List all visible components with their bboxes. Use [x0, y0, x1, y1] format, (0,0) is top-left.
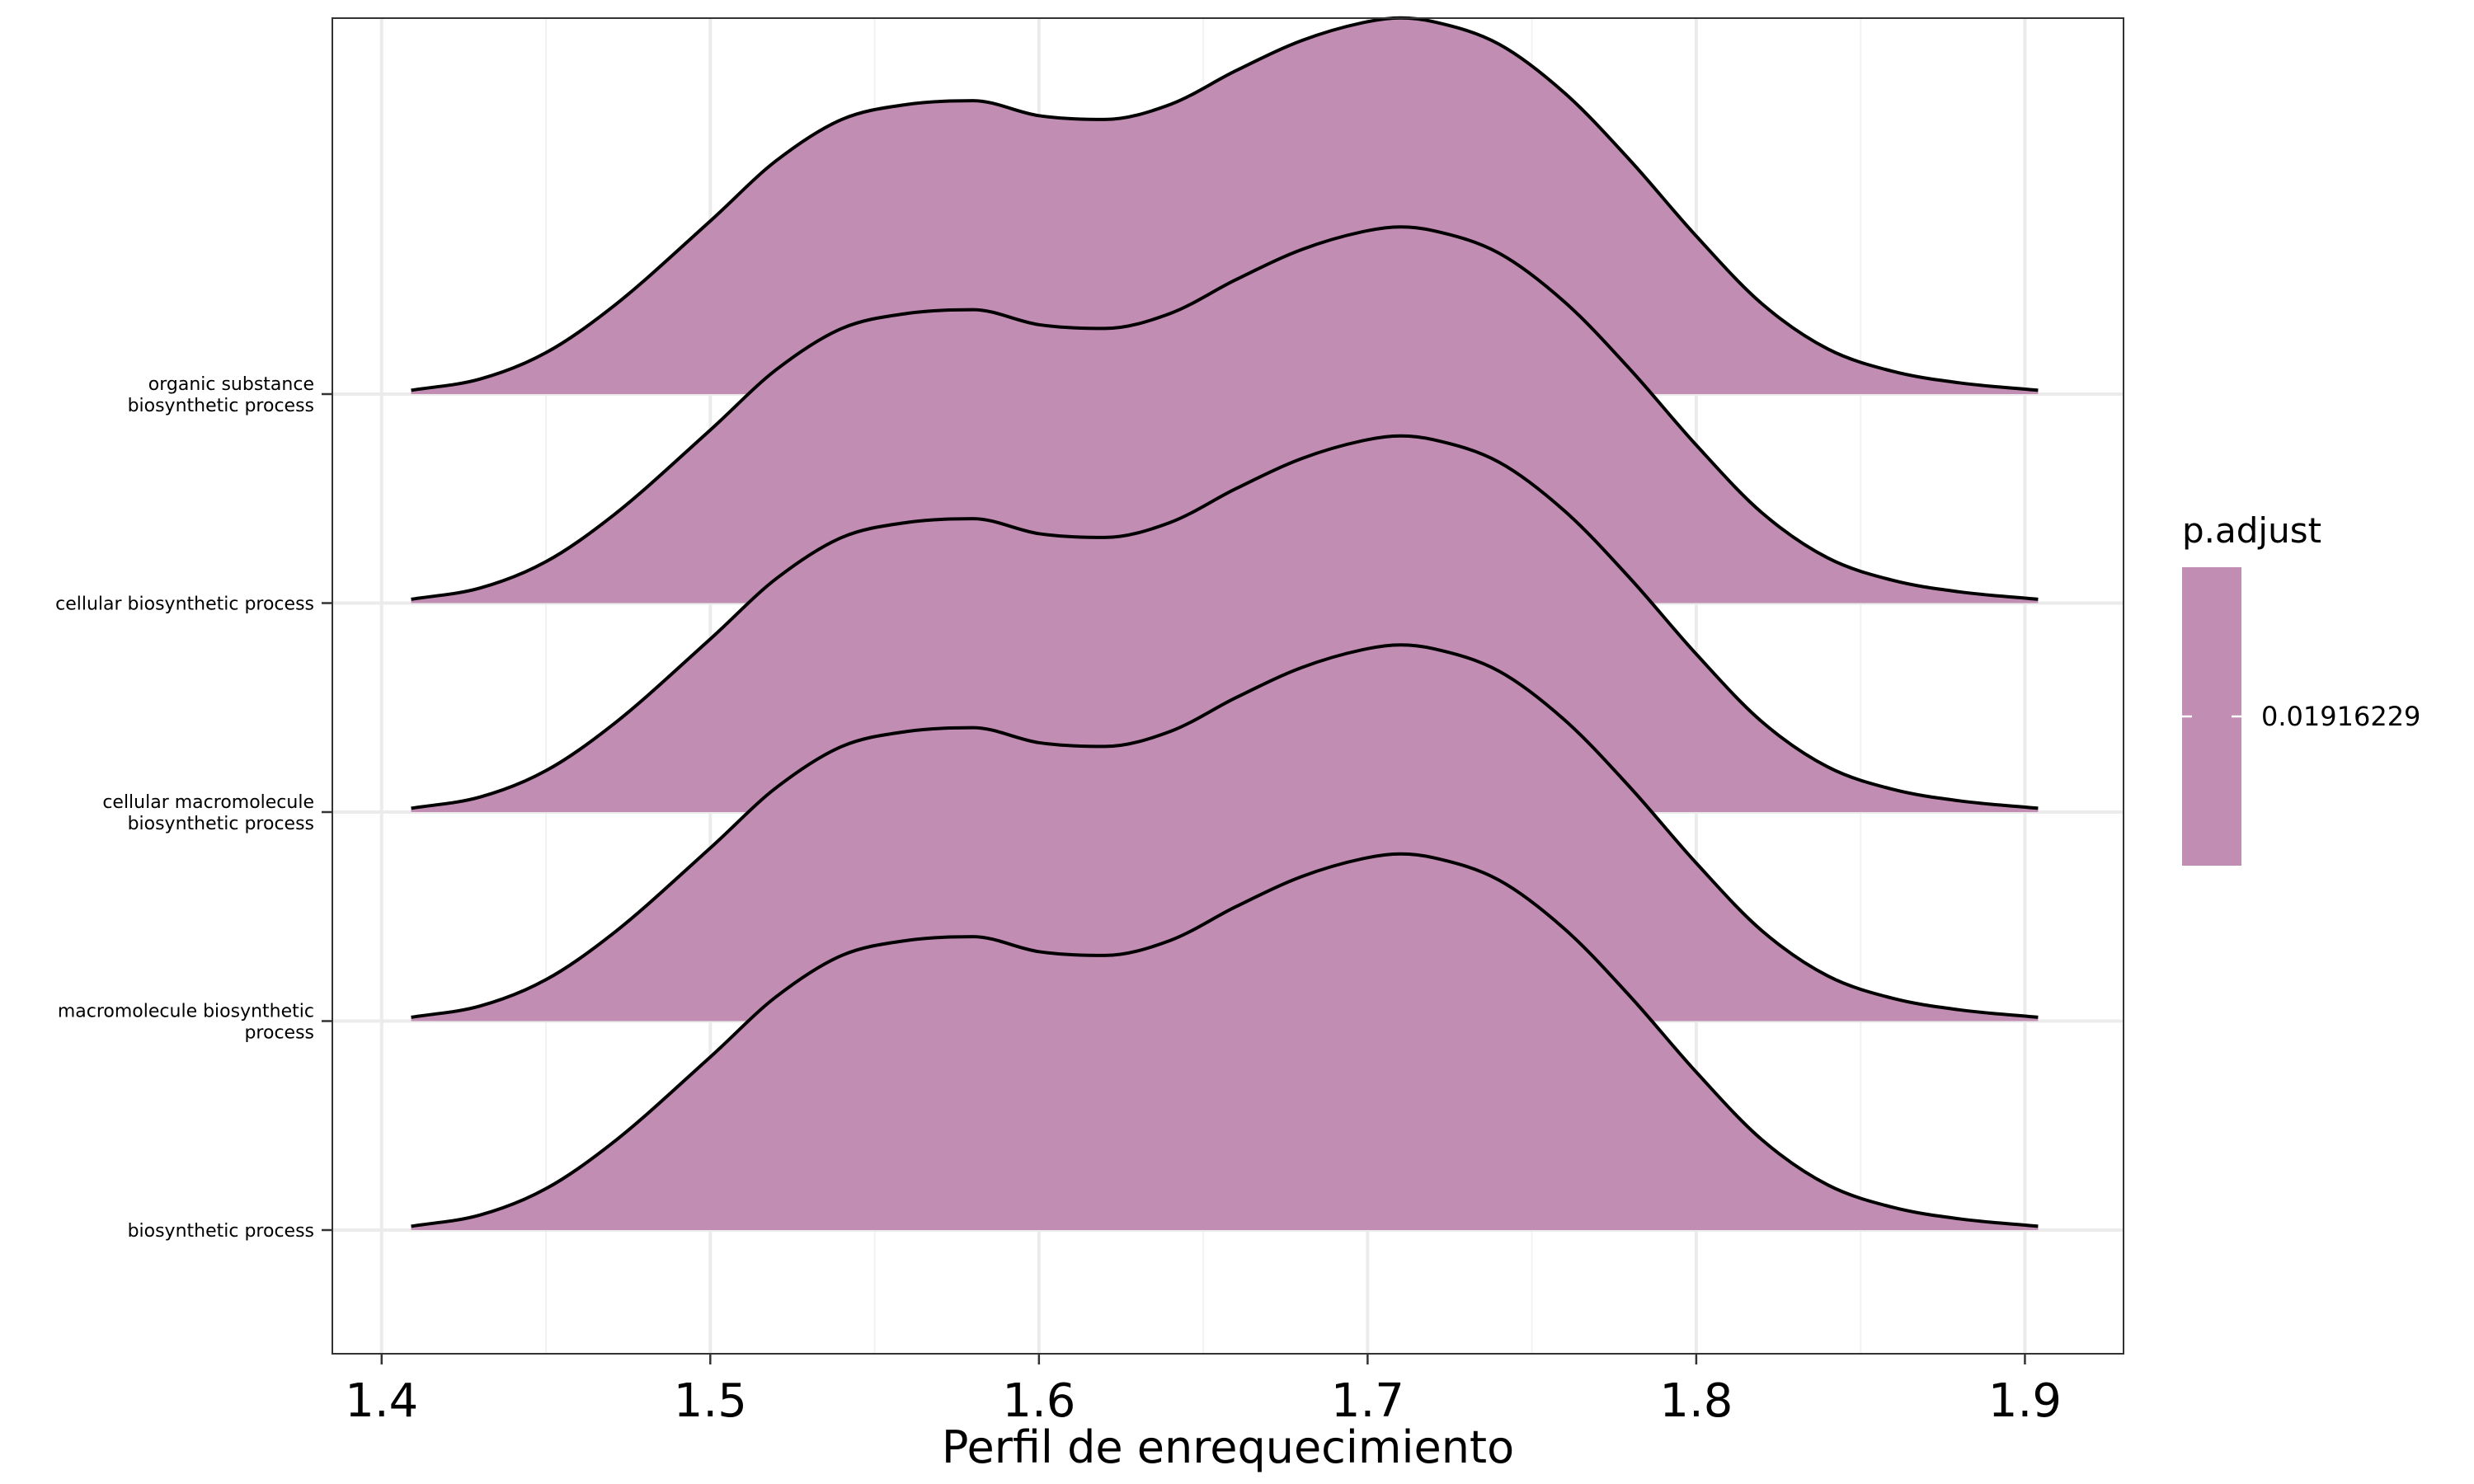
panel-border: [332, 17, 2124, 1355]
x-tick-label: 1.4: [345, 1374, 418, 1428]
y-tick-label: cellular macromolecule: [102, 792, 314, 813]
ridges: [411, 16, 2039, 1230]
ridge-fill: [411, 645, 2039, 1021]
x-tick-label: 1.6: [1002, 1374, 1075, 1428]
y-tick-label: organic substance: [148, 374, 314, 395]
x-tick-label: 1.5: [674, 1374, 747, 1428]
y-tick-label: biosynthetic process: [128, 814, 314, 834]
x-axis-title: Perfil de enrequecimiento: [942, 1421, 1514, 1473]
y-tick-label: biosynthetic process: [128, 1221, 314, 1242]
ridge-line: [411, 434, 2039, 810]
ridge-line: [411, 16, 2039, 392]
x-axis: 1.4 1.5 1.6 1.7 1.8 1.9: [345, 1354, 2062, 1428]
ridge-line: [411, 852, 2039, 1228]
ridge-line: [411, 225, 2039, 601]
x-tick-label: 1.8: [1659, 1374, 1733, 1428]
y-tick-label: cellular biosynthetic process: [55, 594, 314, 615]
legend-title: p.adjust: [2182, 510, 2321, 551]
x-tick-label: 1.7: [1331, 1374, 1404, 1428]
legend: p.adjust 0.01916229: [2182, 510, 2420, 866]
y-tick-label: macromolecule biosynthetic: [58, 1002, 314, 1022]
y-axis: biosynthetic process macromolecule biosyn…: [55, 374, 332, 1242]
ridge-fill: [411, 227, 2039, 603]
y-tick-label: biosynthetic process: [128, 396, 314, 416]
ridge-fill: [411, 853, 2039, 1230]
ridge-fill: [411, 435, 2039, 812]
y-tick-label: process: [244, 1023, 314, 1044]
legend-label: 0.01916229: [2261, 701, 2420, 732]
ridge-fill: [411, 17, 2039, 394]
x-tick-label: 1.9: [1988, 1374, 2062, 1428]
ridge-line: [411, 643, 2039, 1019]
